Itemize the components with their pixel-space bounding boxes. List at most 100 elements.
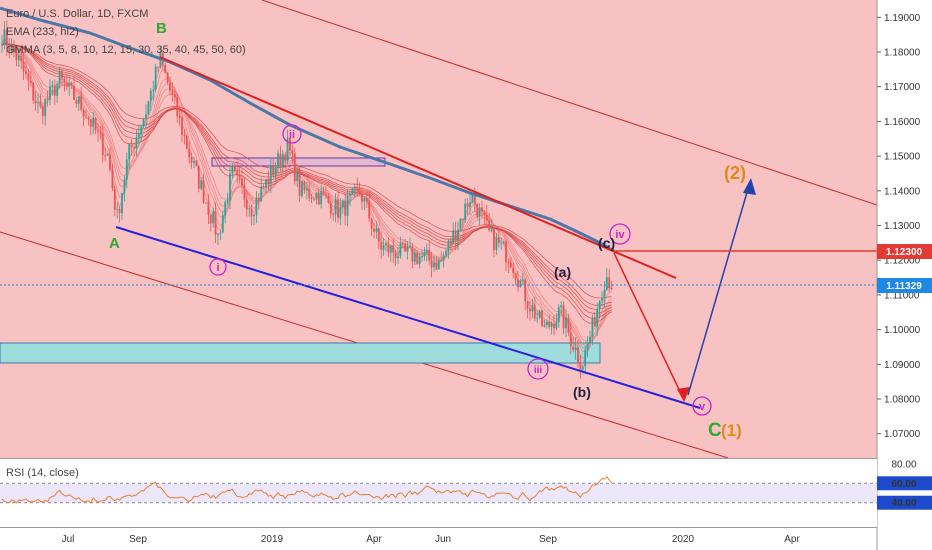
candle [44,97,47,126]
projection-up-arrowhead [743,178,756,195]
candle [58,67,61,89]
rsi-level-tag [877,495,932,510]
svg-text:1.11329: 1.11329 [886,281,922,292]
candle [185,134,188,150]
candle [97,123,99,142]
wave-label-c: (c) [598,235,615,251]
chart-legend: Euro / U.S. Dollar, 1D, FXCM EMA (233, h… [6,8,246,56]
time-axis[interactable]: Jul Sep 2019 Apr Jun Sep 2020 Apr [62,534,801,545]
candle [183,128,186,145]
ema-legend[interactable]: EMA (233, hl2) [6,26,79,38]
candle [437,256,440,270]
candle [149,87,152,112]
candle [351,188,354,195]
time-tick-label: 2019 [261,534,284,545]
rsi-title[interactable]: RSI (14, close) [6,467,79,479]
candle [565,308,567,338]
candle [145,104,147,130]
candle [385,241,387,252]
candle [106,153,109,156]
candle [339,198,342,225]
candle [279,145,282,172]
candle [152,80,155,101]
wave-label-iii: iii [527,358,549,380]
price-tick-label: 1.08000 [884,395,921,406]
candle [533,296,536,322]
candle [197,165,200,193]
candle [133,142,135,158]
candle [337,191,339,223]
candle [413,248,416,265]
candle [394,249,397,266]
candle [277,149,279,174]
candle [392,238,395,263]
support-zone[interactable] [0,342,601,364]
lower-trendline[interactable] [115,226,701,409]
candle [8,37,11,59]
rsi-axis[interactable]: 80.00 60.00 40.00 [877,459,932,510]
candle [123,175,126,202]
candle [22,52,25,81]
rsi-path[interactable] [1,476,612,504]
candle [509,257,512,269]
wave-label-A: A [109,235,120,252]
candle [401,240,404,249]
candle [608,269,611,292]
candle [238,167,241,184]
svg-text:iii: iii [534,365,543,376]
ema-233-path[interactable] [0,6,615,253]
gmma-legend[interactable]: GMMA (3, 5, 8, 10, 12, 15, 30, 35, 40, 4… [6,44,246,56]
candle [284,151,287,168]
candle [574,337,577,360]
candle [154,63,157,92]
candle [229,164,231,210]
candle [428,239,431,266]
projection-up-arrow[interactable] [687,181,751,396]
candle [255,190,258,224]
price-tick-label: 1.07000 [884,429,921,440]
candle [447,239,450,259]
candle [315,192,318,205]
price-axis-bg [877,0,932,550]
candle [303,180,306,194]
svg-text:i: i [216,262,219,274]
candle [332,212,335,221]
svg-text:v: v [699,401,706,413]
candle [596,303,599,336]
candle [298,165,301,202]
candle [233,163,236,173]
candle [505,239,507,271]
projection-down-arrowhead [677,387,690,402]
upper-trendline[interactable] [159,56,677,279]
candle [361,187,363,210]
candle [214,202,217,244]
candle [32,81,35,104]
candle [399,236,402,259]
time-tick-label: 2020 [672,534,695,545]
candle [356,177,359,196]
candle [15,46,18,66]
gmma-slow-line [1,43,612,310]
candle [466,198,469,216]
candle [73,76,75,100]
candle [329,200,332,219]
candle [101,125,104,163]
candle [536,310,539,324]
candle [543,319,546,328]
candle [269,157,272,193]
projection-down-arrow[interactable] [613,252,685,401]
candle [497,226,500,248]
candle [20,49,23,69]
candle [375,221,378,239]
candle [478,203,481,225]
price-axis[interactable]: 1.19000 1.18000 1.17000 1.16000 1.15000 1.140… [877,13,921,440]
time-tick-label: Jun [435,534,451,545]
candle [257,192,260,210]
candle [569,322,572,354]
symbol-title[interactable]: Euro / U.S. Dollar, 1D, FXCM [6,8,148,20]
candle [99,126,102,140]
candle [49,79,51,106]
candle [253,213,255,226]
channel-upper-line[interactable] [261,0,877,206]
